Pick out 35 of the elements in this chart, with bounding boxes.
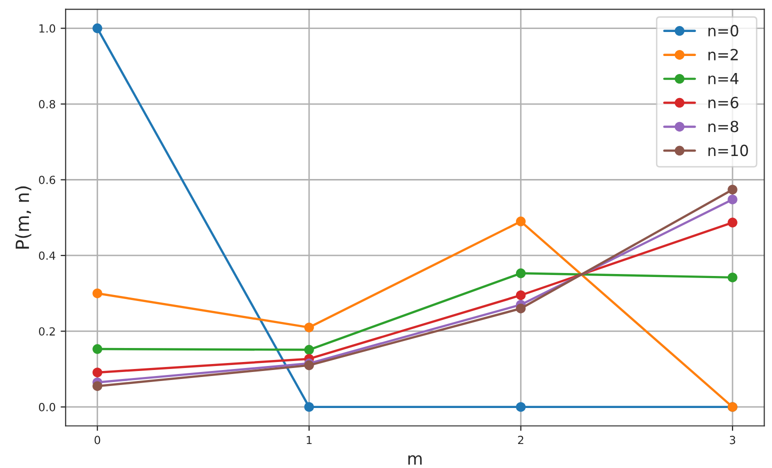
point bbox=[304, 322, 314, 332]
legend-label: n=0 bbox=[708, 24, 738, 36]
point bbox=[92, 344, 102, 354]
y-tick-label: 0.4 bbox=[38, 251, 56, 260]
x-tick-label: 2 bbox=[518, 436, 524, 444]
point bbox=[728, 184, 738, 194]
x-axis-title: m bbox=[408, 455, 422, 465]
point bbox=[728, 272, 738, 282]
point bbox=[304, 402, 314, 412]
y-tick-label: 1.0 bbox=[39, 24, 56, 33]
point bbox=[516, 402, 526, 412]
point bbox=[516, 290, 526, 300]
x-tick-label: 1 bbox=[306, 436, 312, 444]
legend-label: n=10 bbox=[708, 144, 748, 156]
point bbox=[92, 381, 102, 391]
legend-label: n=6 bbox=[708, 96, 738, 108]
point bbox=[728, 194, 738, 204]
point bbox=[516, 304, 526, 314]
point bbox=[516, 268, 526, 278]
point bbox=[92, 288, 102, 298]
x-tick-label: 0 bbox=[94, 436, 100, 444]
y-axis-title: P(m, n) bbox=[15, 186, 32, 249]
x-tick-label: 3 bbox=[730, 436, 736, 444]
y-tick-label: 0.8 bbox=[38, 100, 56, 108]
y-tick-label: 0.6 bbox=[38, 176, 56, 184]
y-tick-label: 0.0 bbox=[38, 402, 56, 412]
point bbox=[516, 216, 526, 226]
legend-label: n=2 bbox=[708, 48, 738, 60]
point bbox=[728, 218, 738, 228]
point bbox=[92, 368, 102, 378]
legend-label: n=8 bbox=[708, 120, 738, 132]
point bbox=[92, 23, 102, 34]
legend-label: n=4 bbox=[708, 73, 738, 84]
y-tick-label: 0.2 bbox=[38, 327, 55, 336]
point bbox=[304, 344, 314, 355]
